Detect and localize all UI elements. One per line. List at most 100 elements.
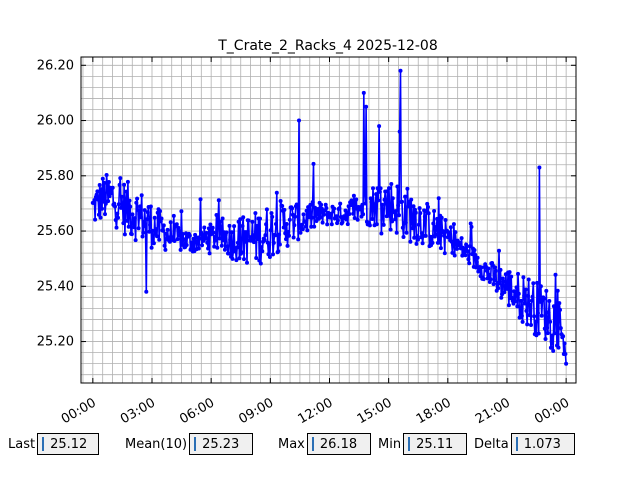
series-point	[282, 207, 287, 212]
series-point	[557, 301, 562, 306]
series-point	[125, 218, 130, 223]
series-point	[148, 204, 153, 209]
series-point	[301, 212, 306, 217]
stat-last-field[interactable]: 25.12	[37, 433, 100, 455]
series-point	[543, 337, 548, 341]
series-point	[135, 196, 140, 201]
series-point	[562, 341, 567, 346]
series-point	[328, 215, 333, 220]
series-point	[212, 244, 217, 249]
series-point	[475, 255, 480, 260]
y-axis: 25.20 25.40 25.60 25.80 26.00 26.20	[37, 58, 576, 350]
series-point	[269, 211, 274, 216]
series-point	[374, 222, 379, 227]
series-point	[179, 209, 184, 214]
series-point	[309, 215, 314, 220]
series-point	[468, 244, 472, 249]
plot-frame	[80, 56, 577, 384]
series-point	[96, 197, 101, 202]
series-point	[116, 215, 120, 220]
series-point	[319, 202, 324, 207]
series-point	[412, 235, 417, 240]
series-point	[174, 222, 179, 227]
series-point	[125, 179, 130, 184]
series-point	[285, 243, 290, 248]
series-point	[140, 234, 145, 239]
series-point	[181, 237, 186, 242]
series-point	[544, 288, 549, 293]
series-point	[350, 201, 355, 206]
series-point	[395, 184, 400, 189]
stat-min-field[interactable]: 25.11	[403, 433, 468, 455]
series-point	[138, 204, 143, 209]
stat-mean: Mean(10) 25.23	[125, 432, 254, 456]
series-point	[487, 272, 491, 277]
series-point	[296, 237, 301, 242]
series-point	[555, 288, 560, 293]
series-point	[351, 211, 356, 216]
series-point	[388, 227, 393, 232]
stat-delta-field[interactable]: 1.073	[510, 433, 575, 455]
series-point	[204, 231, 209, 235]
series-point	[481, 277, 486, 282]
series-point	[110, 185, 115, 190]
series-point	[455, 246, 459, 251]
series-point	[492, 278, 497, 283]
series-point	[371, 186, 375, 191]
series-point	[519, 313, 524, 318]
series-point	[459, 236, 464, 241]
series-point	[549, 339, 554, 344]
series-point	[347, 212, 352, 216]
series-point	[404, 230, 409, 235]
series-point	[115, 211, 120, 216]
series-point	[129, 232, 134, 237]
series-point	[264, 222, 269, 227]
series-point	[263, 233, 268, 238]
series-point	[491, 282, 496, 287]
stat-min-label: Min	[378, 436, 402, 452]
series-point	[352, 216, 357, 220]
series-point	[332, 206, 337, 211]
series-point	[474, 265, 479, 270]
series-point	[168, 220, 173, 225]
series-point	[426, 211, 431, 216]
series-point	[413, 210, 418, 215]
series-point	[196, 246, 201, 251]
series-point	[493, 265, 498, 270]
stat-mean-field[interactable]: 25.23	[189, 433, 254, 455]
series-point	[501, 279, 506, 284]
series-point	[401, 235, 406, 239]
series-point	[564, 361, 569, 366]
series-point	[387, 186, 391, 191]
series-point	[390, 196, 395, 201]
series-point	[369, 200, 374, 204]
series-point	[551, 348, 556, 353]
series-point	[472, 248, 477, 253]
x-tick-label: 15:00	[355, 395, 395, 427]
series-point	[290, 206, 295, 211]
series-point	[536, 331, 541, 336]
series-point	[122, 232, 127, 237]
series-point	[250, 219, 255, 224]
stat-min-value: 25.11	[416, 436, 454, 452]
series-point	[258, 216, 262, 221]
stat-max-field[interactable]: 26.18	[306, 433, 371, 455]
series-point	[432, 209, 437, 213]
x-tick-label: 06:00	[177, 395, 217, 427]
series-point	[136, 226, 141, 231]
series-point	[206, 226, 211, 231]
series-point	[202, 225, 207, 230]
series-point	[416, 222, 421, 227]
series-point	[303, 219, 308, 224]
series-point	[113, 204, 117, 209]
series-point	[463, 253, 468, 258]
series-point	[400, 199, 404, 204]
series-point	[539, 313, 544, 318]
series-point	[436, 196, 441, 201]
series-point	[464, 244, 469, 249]
series-point	[545, 331, 550, 336]
series-point	[118, 176, 123, 181]
series-point	[324, 206, 329, 210]
series-point	[548, 319, 553, 324]
series-point	[385, 189, 390, 194]
